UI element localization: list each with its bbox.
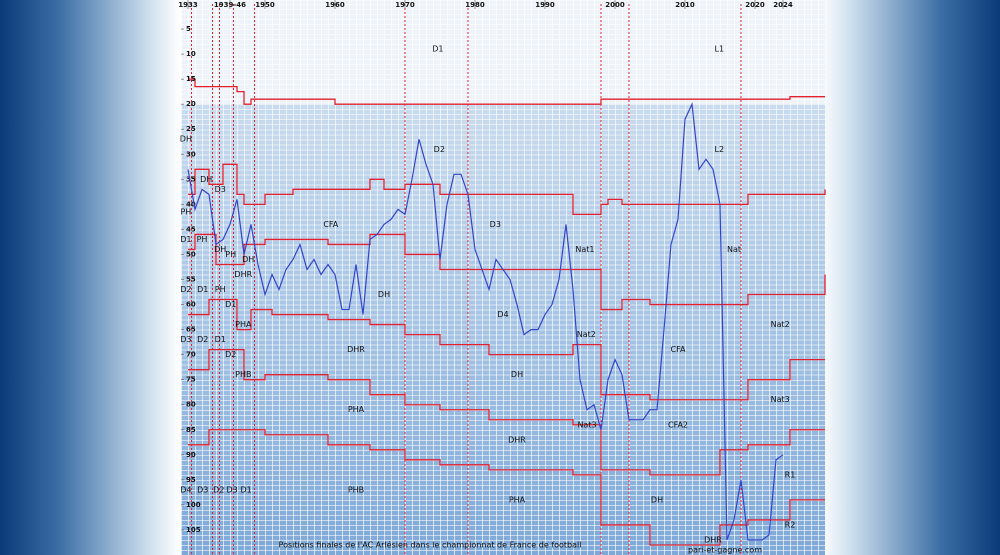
division-label: D2 (225, 350, 236, 359)
y-tick-label: 20 (186, 100, 196, 108)
position-line (187, 101, 784, 541)
division-boundary (188, 298, 825, 401)
x-tick-label: 1950 (255, 1, 275, 9)
division-label: L1 (715, 45, 725, 54)
y-tick-label: 25 (186, 125, 196, 133)
division-boundary (188, 233, 826, 311)
y-tick-label: 30 (186, 150, 196, 158)
x-tick-label: 1939-46 (214, 1, 246, 9)
x-tick-label: 1990 (535, 1, 555, 9)
division-label: PH (215, 285, 226, 294)
y-tick-label: 5 (186, 25, 191, 33)
division-label: D1 (225, 300, 236, 309)
division-label: DHR (347, 345, 365, 354)
division-label: Nat1 (575, 245, 594, 254)
division-label: D2 (180, 285, 191, 294)
y-tick-label: 85 (186, 426, 196, 434)
division-label: DHR (234, 270, 252, 279)
division-label: DH (378, 290, 390, 299)
division-label: DHR (508, 435, 526, 444)
source: pari-et-gagne.com (688, 546, 762, 555)
division-label: CFA (323, 220, 338, 229)
division-label: PHA (235, 320, 252, 329)
division-label: D1 (197, 285, 208, 294)
division-label: Nat2 (771, 320, 790, 329)
division-label: D3 (226, 485, 237, 494)
division-label: D3 (197, 485, 208, 494)
division-label: D2 (434, 145, 445, 154)
y-tick-label: 80 (186, 401, 196, 409)
y-tick-label: 105 (186, 526, 201, 534)
division-label: D2 (197, 335, 208, 344)
y-tick-label: 60 (186, 301, 196, 309)
x-tick-label: 1970 (395, 1, 415, 9)
y-tick-label: 15 (186, 75, 196, 83)
division-label: L2 (715, 145, 725, 154)
division-label: CFA2 (668, 420, 688, 429)
division-label: D1 (432, 45, 443, 54)
division-label: R2 (785, 520, 796, 529)
plot-area (181, 0, 825, 555)
y-tick-label: 75 (186, 376, 196, 384)
y-tick-label: 100 (186, 501, 201, 509)
x-tick-label: 2020 (745, 1, 765, 9)
division-label: DH (214, 245, 226, 254)
division-boundary (188, 163, 826, 216)
division-label: CFA (671, 345, 686, 354)
division-label: D3 (215, 185, 226, 194)
division-label: D3 (490, 220, 501, 229)
division-label: D3 (180, 335, 191, 344)
division-label: Nat2 (577, 330, 596, 339)
y-tick-label: 50 (186, 250, 196, 258)
division-boundary (188, 348, 825, 476)
division-label: PHB (348, 485, 364, 494)
division-label: PHA (348, 405, 365, 414)
division-label: Nat3 (577, 420, 596, 429)
footer: Positions finales de l'AC Arlésien dans … (279, 540, 582, 550)
division-label: DH (511, 370, 523, 379)
division-label: DH (242, 255, 254, 264)
y-tick-label: 40 (186, 200, 196, 208)
y-tick-label: 65 (186, 326, 196, 334)
division-label: DH (200, 175, 212, 184)
division-label: DHR (704, 535, 722, 544)
division-boundary (188, 429, 825, 546)
division-label: PH (225, 250, 236, 259)
division-label: PH (180, 207, 191, 216)
division-label: R1 (785, 470, 796, 479)
division-label: D2 (213, 485, 224, 494)
y-tick-label: 35 (186, 175, 196, 183)
x-tick-label: 2010 (675, 1, 695, 9)
division-label: D4 (497, 310, 508, 319)
division-label: PHB (235, 370, 251, 379)
division-label: DH (651, 495, 663, 504)
division-label: D1 (215, 335, 226, 344)
x-tick-label: 1960 (325, 1, 345, 9)
division-boundary (188, 78, 825, 105)
y-tick-label: 70 (186, 351, 196, 359)
division-label: Nat3 (771, 395, 790, 404)
y-tick-label: 10 (186, 50, 196, 58)
division-label: PH (197, 235, 208, 244)
x-tick-label: 2000 (605, 1, 625, 9)
y-tick-label: 55 (186, 276, 196, 284)
y-tick-label: 45 (186, 225, 196, 233)
y-tick-label: 95 (186, 476, 196, 484)
x-tick-label: 1933 (178, 1, 198, 9)
x-tick-label: 1980 (465, 1, 485, 9)
division-label: D1 (180, 235, 191, 244)
division-label: D1 (240, 485, 251, 494)
division-label: PHA (509, 495, 526, 504)
division-label: DH (180, 135, 192, 144)
y-tick-label: 90 (186, 451, 196, 459)
division-label: D4 (180, 485, 191, 494)
x-tick-label: 2024 (773, 1, 793, 9)
division-label: Nat (727, 245, 741, 254)
